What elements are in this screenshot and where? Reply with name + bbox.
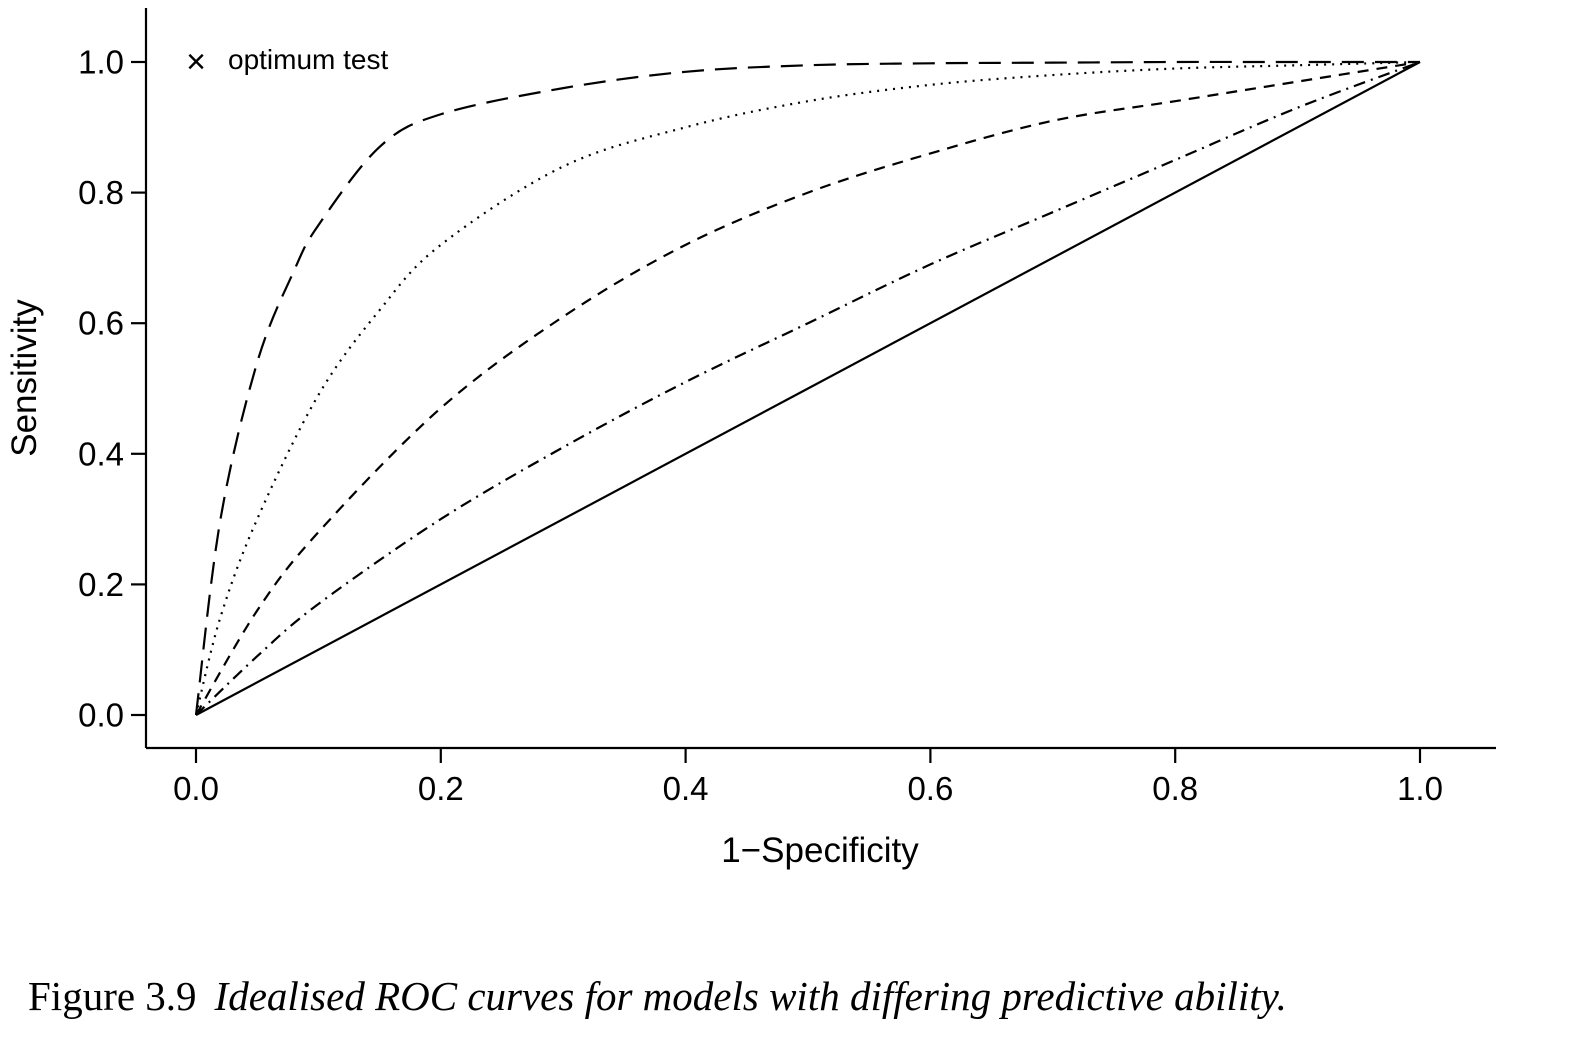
caption-number: Figure 3.9	[28, 973, 197, 1019]
y-tick-label: 0.0	[78, 697, 124, 734]
x-axis-ticks: 0.0 0.2 0.4 0.6 0.8 1.0	[173, 748, 1443, 807]
x-tick-label: 0.8	[1152, 770, 1198, 807]
y-tick-label: 0.2	[78, 566, 124, 603]
y-axis-ticks: 0.0 0.2 0.4 0.6 0.8 1.0	[78, 44, 146, 734]
legend-label-optimum-test: optimum test	[228, 44, 388, 75]
x-tick-label: 0.0	[173, 770, 219, 807]
x-tick-label: 0.4	[663, 770, 709, 807]
y-tick-label: 0.4	[78, 435, 124, 472]
roc-chart: 0.0 0.2 0.4 0.6 0.8 1.0 0.0 0.2 0.4 0.6 0.8 1.0 × …	[5, 8, 1496, 870]
y-tick-label: 0.8	[78, 174, 124, 211]
figure-caption: Figure 3.9 Idealised ROC curves for model…	[28, 972, 1578, 1020]
x-tick-label: 0.2	[418, 770, 464, 807]
roc-curve-solid	[195, 61, 1421, 716]
y-tick-label: 0.6	[78, 305, 124, 342]
roc-curve-long-dash	[194, 60, 1420, 716]
legend: × optimum test	[186, 43, 388, 81]
series-layer	[194, 60, 1421, 716]
y-tick-label: 1.0	[78, 44, 124, 81]
optimum-test-marker: ×	[186, 43, 206, 81]
x-axis-label: 1−Specificity	[721, 831, 919, 870]
y-axis-label: Sensitivity	[5, 299, 44, 457]
x-tick-label: 0.6	[907, 770, 953, 807]
caption-text: Idealised ROC curves for models with dif…	[214, 973, 1287, 1019]
roc-curve-short-dash	[195, 60, 1421, 716]
x-tick-label: 1.0	[1397, 770, 1443, 807]
roc-curve-dot-dash	[195, 60, 1421, 716]
